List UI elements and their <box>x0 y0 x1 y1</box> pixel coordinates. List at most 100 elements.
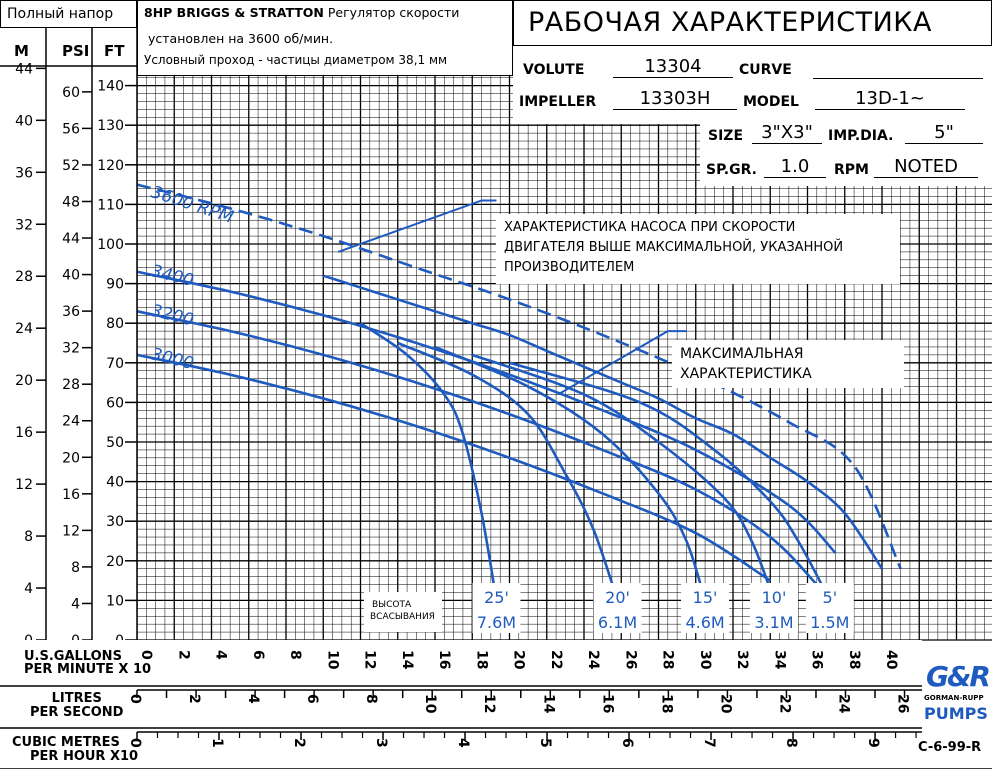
rpm-value: NOTED <box>874 156 978 178</box>
suction-line-2: ВСАСЫВАНИЯ <box>370 612 435 622</box>
gpm-tick-label: 20 <box>511 650 527 670</box>
chart-title: РАБОЧАЯ ХАРАКТЕРИСТИКА <box>528 7 932 38</box>
speed-curve <box>136 183 902 570</box>
m-axis-header: M <box>14 42 29 60</box>
psi-tick-label: 60 <box>62 85 80 101</box>
engine-model: 8HP BRIGGS & STRATTON <box>144 5 324 20</box>
suction-curve <box>397 341 619 601</box>
suction-label-ft: 10' <box>762 588 787 607</box>
ft-tick-label: 30 <box>106 514 124 530</box>
suction-label: 10' 3.1M <box>749 583 798 633</box>
gpm-tick-label: 30 <box>697 650 713 670</box>
gpm-tick-label: 24 <box>585 650 601 670</box>
gpm-tick-label: 16 <box>436 650 452 669</box>
gpm-tick-label: 0 <box>138 650 154 660</box>
spec-box-1: VOLUTE 13304 CURVE IMPELLER 13303H MODEL… <box>513 46 992 124</box>
m-tick-label: 24 <box>15 321 33 337</box>
gpm-tick-label: 18 <box>473 650 489 669</box>
suction-label: 15' 4.6M <box>681 583 730 633</box>
lps-tick-label: 4 <box>245 694 261 704</box>
m-tick-label: 44 <box>15 61 33 77</box>
gpm-tick-label: 26 <box>622 650 638 669</box>
suction-label-m: 4.6M <box>685 613 724 632</box>
curve-label: CURVE <box>739 62 792 78</box>
m-tick-label: 4 <box>24 581 33 597</box>
lps-tick-label: 16 <box>599 694 615 713</box>
gpm-tick-label: 40 <box>883 650 899 670</box>
engine-governor: Регулятор скорости <box>327 5 460 20</box>
title-box: РАБОЧАЯ ХАРАКТЕРИСТИКА <box>513 0 992 46</box>
speed-curve <box>322 274 884 570</box>
impdia-value: 5" <box>905 122 983 144</box>
ft-tick-label: 70 <box>106 356 124 372</box>
psi-tick-label: 28 <box>62 377 80 393</box>
gpm-tick-label: 32 <box>734 650 750 669</box>
ft-tick-label: 90 <box>106 277 124 293</box>
lps-tick-label: 10 <box>422 694 438 714</box>
lps-tick-label: 22 <box>776 694 792 713</box>
psi-tick-label: 52 <box>62 158 80 174</box>
lps-tick-label: 8 <box>363 694 379 704</box>
psi-tick-label: 56 <box>62 121 80 137</box>
lps-label-2: PER SECOND <box>30 705 124 720</box>
gpm-tick-label: 8 <box>287 650 303 660</box>
suction-label-m: 7.6M <box>477 613 516 632</box>
gpm-tick-label: 34 <box>771 650 787 670</box>
suction-curve <box>434 345 707 601</box>
psi-tick-label: 48 <box>62 194 80 210</box>
lps-tick-label: 24 <box>835 694 851 714</box>
psi-tick-label: 44 <box>62 231 80 247</box>
ft-tick-label: 40 <box>106 475 124 491</box>
psi-tick-label: 24 <box>62 414 80 430</box>
logo-gr: G&R <box>926 660 991 693</box>
max-curve-note: МАКСИМАЛЬНАЯ ХАРАКТЕРИСТИКА <box>672 340 904 388</box>
psi-tick-label: 12 <box>62 523 80 539</box>
psi-tick-label: 4 <box>71 596 80 612</box>
psi-tick-label: 36 <box>62 304 80 320</box>
lps-tick-label: 6 <box>304 694 320 704</box>
suction-curve <box>509 361 831 602</box>
psi-tick-label: 32 <box>62 341 80 357</box>
m3h-tick-label: 7 <box>701 738 717 748</box>
gorman-rupp-logo: G&R GORMAN-RUPP PUMPS <box>922 660 992 726</box>
volute-label: VOLUTE <box>523 62 585 78</box>
ft-tick-label: 120 <box>97 158 124 174</box>
spgr-value: 1.0 <box>764 156 826 178</box>
suction-label-m: 1.5M <box>810 613 849 632</box>
engine-line-2: установлен на 3600 об/мин. <box>148 31 334 46</box>
psi-axis-header: PSI <box>62 42 90 60</box>
suction-note: ВЫСОТА ВСАСЫВАНИЯ <box>364 592 442 632</box>
suction-label-bg <box>681 583 730 633</box>
full-head-label: Полный напор <box>7 6 114 22</box>
suction-label-ft: 15' <box>693 588 718 607</box>
m3h-label-1: CUBIC METRES <box>12 735 120 750</box>
suction-line-1: ВЫСОТА <box>372 600 412 610</box>
gpm-tick-label: 4 <box>213 650 229 660</box>
m3h-tick-label: 1 <box>209 738 225 748</box>
spec-box-2: SIZE 3"X3" IMP.DIA. 5" SP.GR. 1.0 RPM NO… <box>700 116 992 186</box>
ft-tick-label: 50 <box>106 435 124 451</box>
suction-curve <box>471 353 776 601</box>
m-tick-label: 32 <box>15 217 33 233</box>
speed-curve-label: 3600 RPM <box>148 182 236 228</box>
suction-curve <box>359 322 498 601</box>
ft-axis-header: FT <box>104 42 125 60</box>
engine-line-3: Условный проход - частицы диаметром 38,1… <box>144 53 448 67</box>
gpm-tick-label: 36 <box>809 650 825 669</box>
over-speed-leader <box>337 199 497 253</box>
lps-tick-label: 14 <box>540 694 556 714</box>
gpm-label-2: PER MINUTE X 10 <box>24 662 152 677</box>
lps-tick-label: 12 <box>481 694 497 713</box>
full-head-box: Полный напор <box>0 0 137 28</box>
m-tick-label: 12 <box>15 477 33 493</box>
bottom-axis-panel <box>0 640 922 769</box>
engine-info-box: 8HP BRIGGS & STRATTON Регулятор скорости… <box>137 0 513 76</box>
gpm-tick-label: 6 <box>250 650 266 660</box>
ft-tick-label: 10 <box>106 593 124 609</box>
lps-axis-label: LITRES PER SECOND <box>30 692 123 720</box>
max-curve-leader <box>557 330 687 396</box>
ft-tick-label: 60 <box>106 395 124 411</box>
psi-tick-label: 40 <box>62 268 80 284</box>
m3h-tick-label: 6 <box>619 738 635 748</box>
m3h-tick-label: 4 <box>455 738 471 748</box>
